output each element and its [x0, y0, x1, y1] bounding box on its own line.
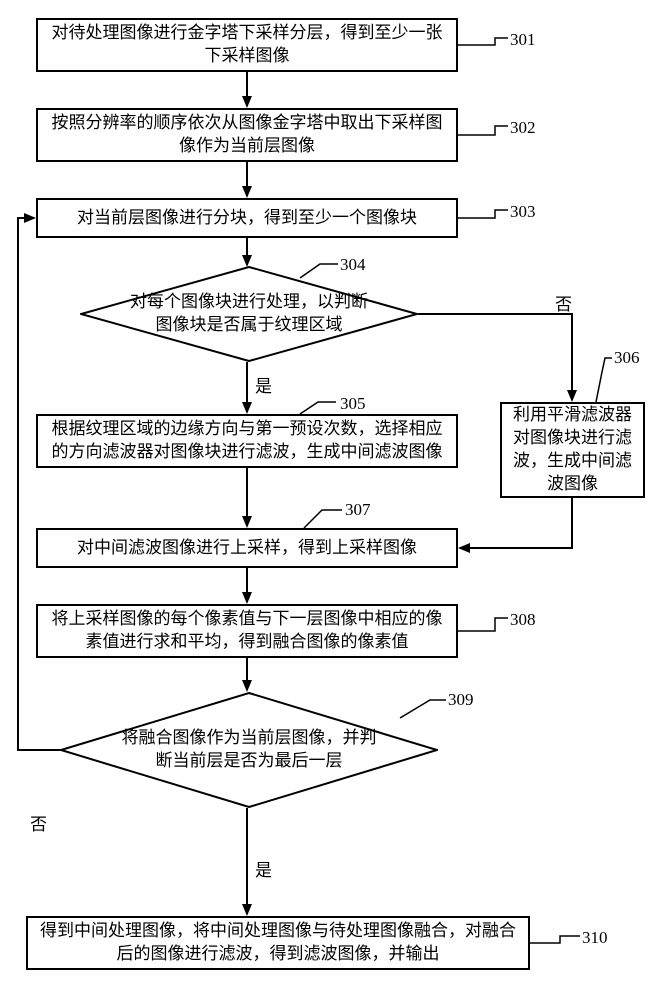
- decision-309-text: 将融合图像作为当前层图像，并判断当前层是否为最后一层: [120, 727, 378, 773]
- step-301: 对待处理图像进行金字塔下采样分层，得到至少一张下采样图像: [36, 18, 458, 72]
- edge-label-yes-309: 是: [255, 856, 272, 881]
- label-303: 303: [510, 202, 536, 222]
- label-302: 302: [510, 118, 536, 138]
- label-305: 305: [340, 394, 366, 414]
- label-301: 301: [510, 30, 536, 50]
- edge-label-no-304: 否: [555, 290, 572, 315]
- label-304: 304: [340, 255, 366, 275]
- step-302: 按照分辨率的顺序依次从图像金字塔中取出下采样图像作为当前层图像: [36, 108, 458, 162]
- edge-label-no-309: 否: [30, 810, 47, 835]
- label-307: 307: [345, 500, 371, 520]
- flowchart-canvas: 对待处理图像进行金字塔下采样分层，得到至少一张下采样图像 301 按照分辨率的顺…: [0, 0, 661, 1000]
- step-310: 得到中间处理图像，将中间处理图像与待处理图像融合，对融合后的图像进行滤波，得到滤…: [26, 916, 530, 970]
- step-306: 利用平滑滤波器对图像块进行滤波，生成中间滤波图像: [500, 402, 645, 498]
- label-308: 308: [510, 610, 536, 630]
- decision-304: 对每个图像块进行处理，以判断图像块是否属于纹理区域: [80, 266, 418, 362]
- step-302-text: 按照分辨率的顺序依次从图像金字塔中取出下采样图像作为当前层图像: [48, 112, 446, 158]
- label-310: 310: [582, 928, 608, 948]
- step-306-text: 利用平滑滤波器对图像块进行滤波，生成中间滤波图像: [512, 404, 633, 496]
- step-310-text: 得到中间处理图像，将中间处理图像与待处理图像融合，对融合后的图像进行滤波，得到滤…: [38, 920, 518, 966]
- label-309: 309: [448, 690, 474, 710]
- step-308-text: 将上采样图像的每个像素值与下一层图像中相应的像素值进行求和平均，得到融合图像的像…: [48, 608, 446, 654]
- step-303-text: 对当前层图像进行分块，得到至少一个图像块: [77, 207, 417, 230]
- step-307: 对中间滤波图像进行上采样，得到上采样图像: [36, 528, 458, 568]
- step-307-text: 对中间滤波图像进行上采样，得到上采样图像: [77, 537, 417, 560]
- step-301-text: 对待处理图像进行金字塔下采样分层，得到至少一张下采样图像: [48, 22, 446, 68]
- step-308: 将上采样图像的每个像素值与下一层图像中相应的像素值进行求和平均，得到融合图像的像…: [36, 604, 458, 658]
- step-303: 对当前层图像进行分块，得到至少一个图像块: [36, 198, 458, 238]
- decision-304-text: 对每个图像块进行处理，以判断图像块是否属于纹理区域: [130, 291, 368, 337]
- label-306: 306: [614, 348, 640, 368]
- decision-309: 将融合图像作为当前层图像，并判断当前层是否为最后一层: [60, 692, 438, 808]
- step-305: 根据纹理区域的边缘方向与第一预设次数，选择相应的方向滤波器对图像块进行滤波，生成…: [36, 414, 458, 468]
- step-305-text: 根据纹理区域的边缘方向与第一预设次数，选择相应的方向滤波器对图像块进行滤波，生成…: [48, 418, 446, 464]
- edge-label-yes-304: 是: [255, 372, 272, 397]
